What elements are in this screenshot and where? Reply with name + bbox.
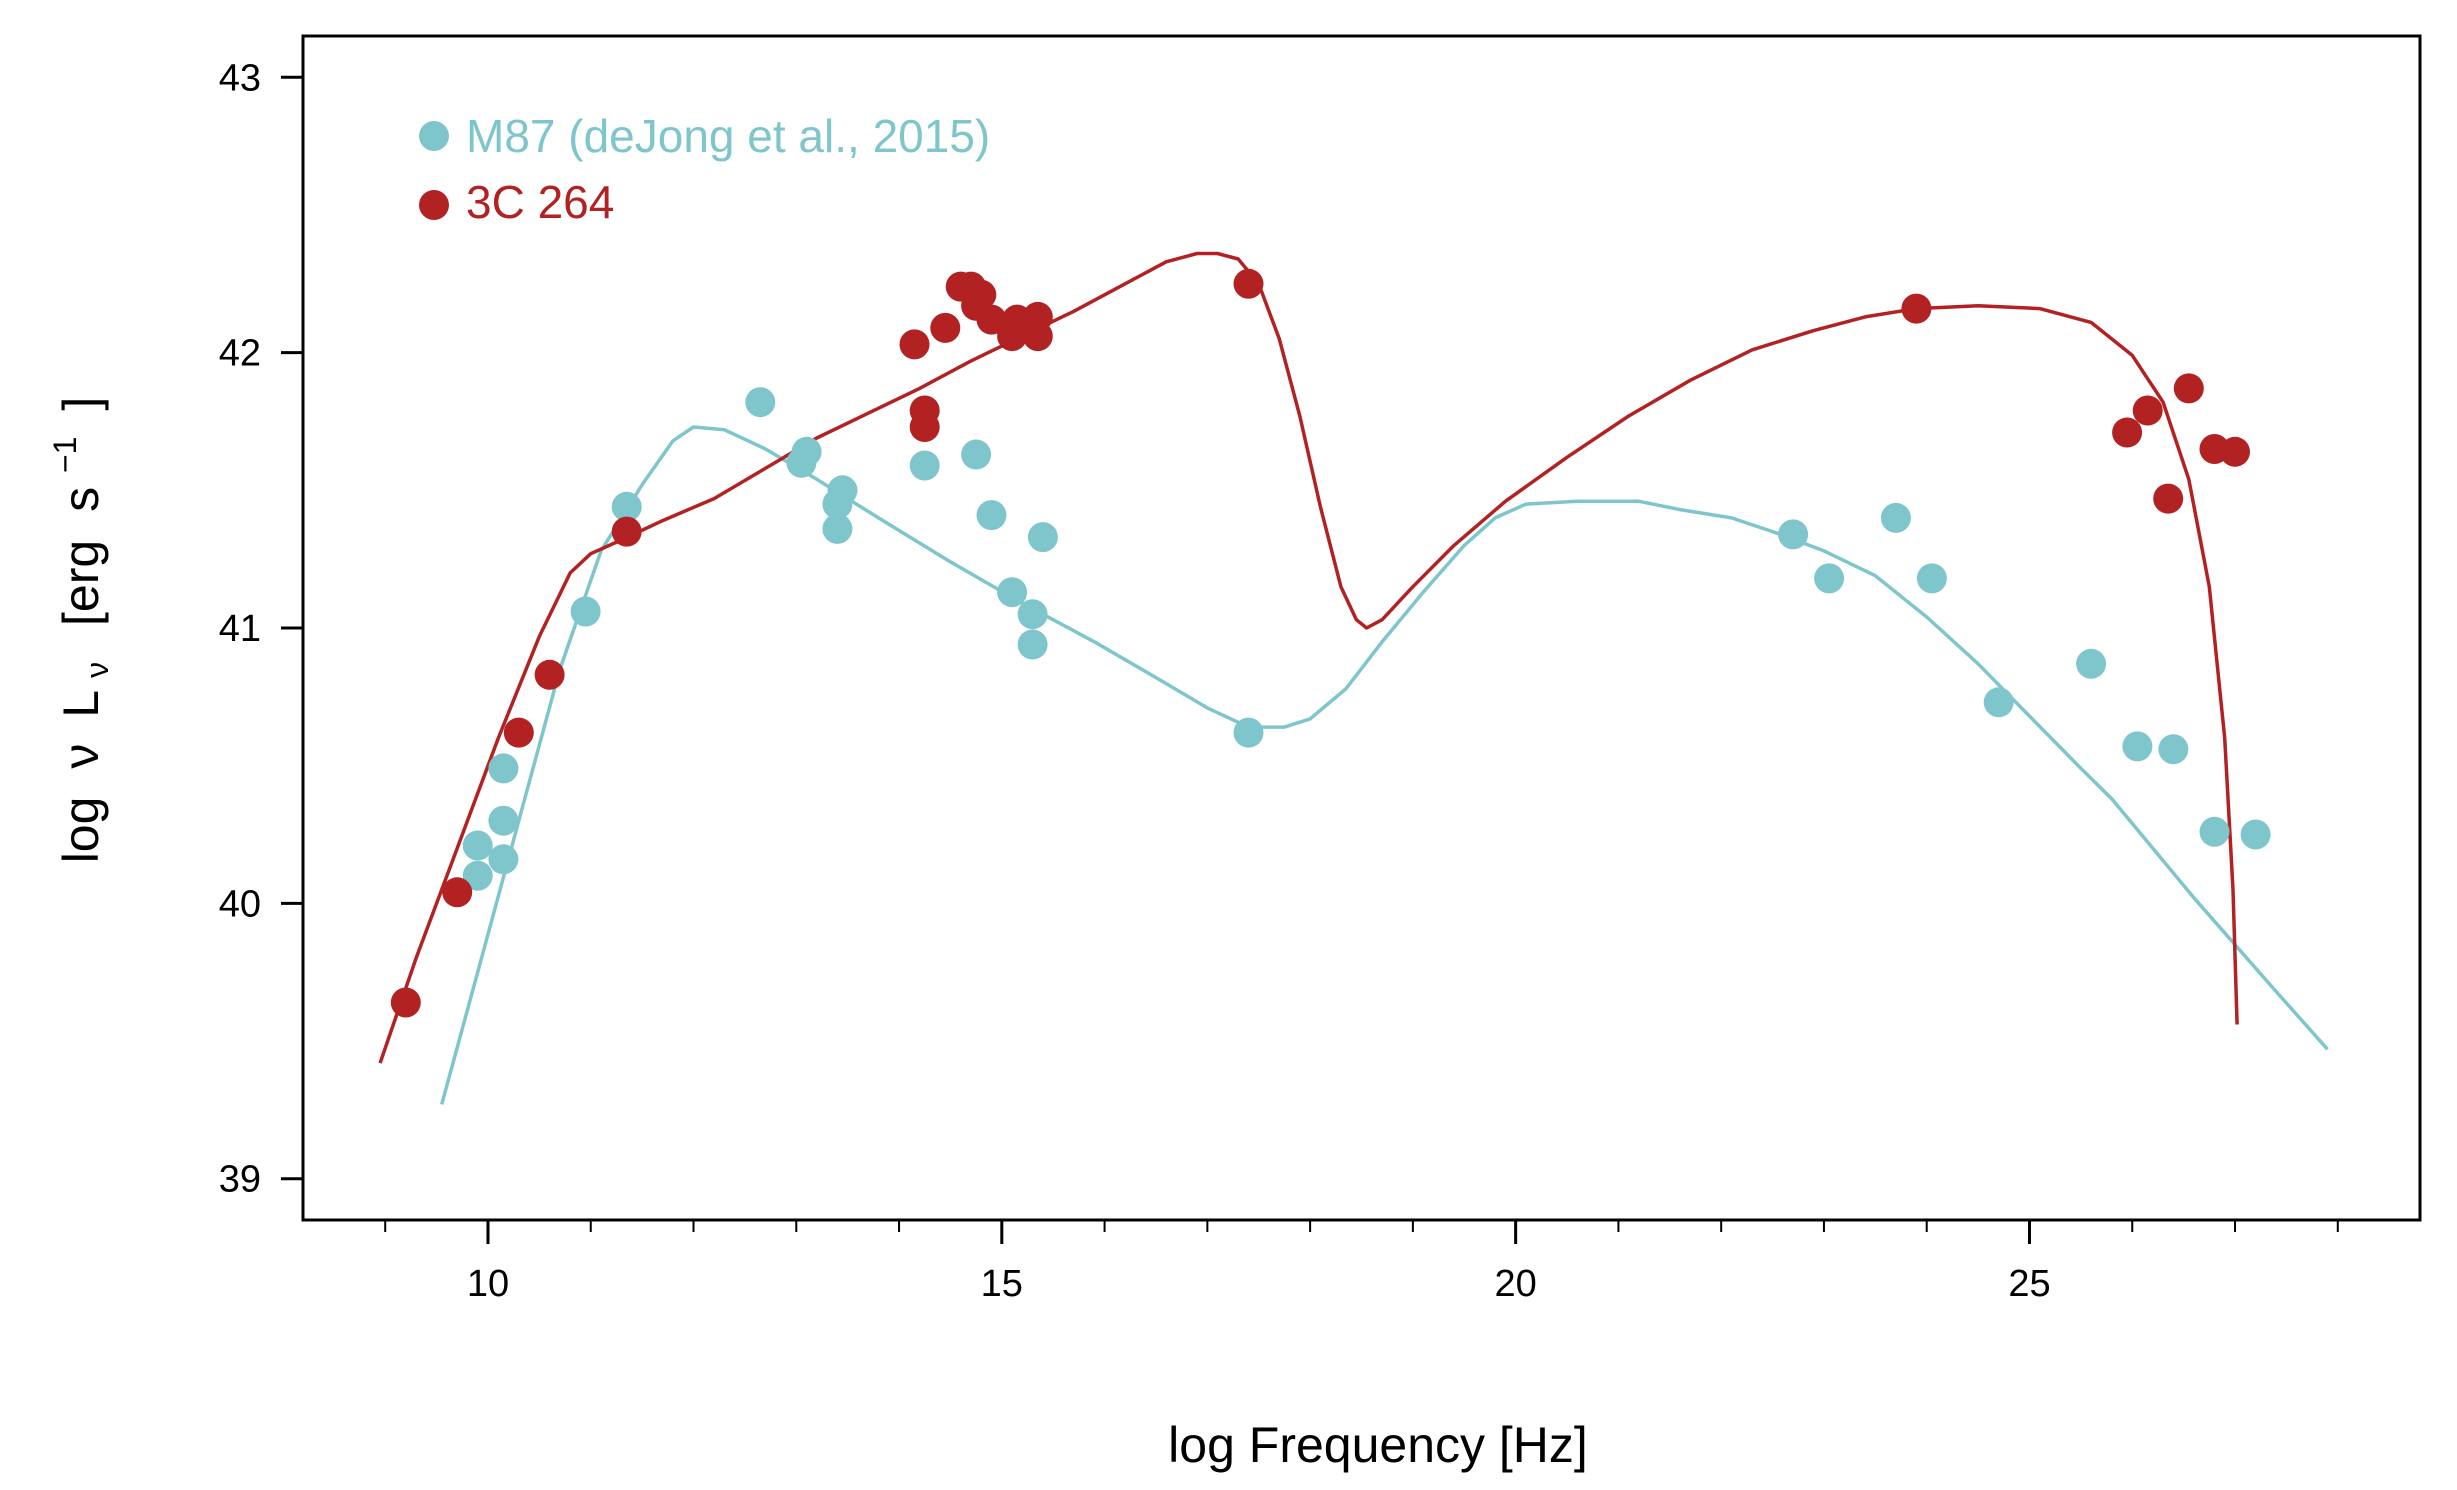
legend-marker-3c264: [419, 190, 449, 220]
data-point-3c264: [909, 412, 940, 442]
x-axis: 10 15 20 25: [384, 1220, 2339, 1305]
x-tick-label: 20: [1495, 1263, 1537, 1305]
data-points: [390, 268, 2271, 1018]
y-tick-label: 43: [219, 57, 261, 99]
y-tick-label: 42: [219, 333, 261, 375]
data-point-3c264: [1233, 268, 1264, 299]
legend-label-3c264: 3C 264: [466, 176, 614, 228]
data-point-m87: [822, 513, 853, 544]
data-point-m87: [2199, 816, 2230, 847]
data-point-m87: [570, 596, 601, 627]
data-point-3c264: [2132, 395, 2163, 426]
data-point-3c264: [2153, 483, 2184, 514]
data-point-m87: [1027, 522, 1058, 553]
data-point-m87: [1916, 563, 1947, 594]
data-point-3c264: [976, 304, 1007, 335]
data-point-3c264: [1022, 301, 1053, 332]
x-tick-label: 15: [981, 1263, 1023, 1305]
data-point-m87: [1778, 519, 1809, 550]
data-point-m87: [1017, 629, 1048, 660]
model-curve-m87: [440, 425, 2329, 1105]
data-point-m87: [976, 500, 1007, 531]
y-axis-title-unit-open: [erg: [53, 540, 109, 626]
data-point-3c264: [2220, 436, 2250, 467]
data-point-m87: [488, 753, 519, 784]
data-point-m87: [2122, 731, 2153, 762]
data-point-m87: [791, 436, 822, 467]
legend-label-m87: M87 (deJong et al., 2015): [466, 110, 990, 162]
data-point-m87: [611, 491, 642, 522]
data-point-m87: [961, 439, 992, 470]
data-point-m87: [2076, 648, 2107, 679]
data-point-m87: [1233, 717, 1264, 748]
y-axis-title-s: s: [53, 487, 109, 512]
data-point-3c264: [534, 659, 565, 690]
data-point-m87: [462, 830, 493, 861]
y-axis: 39 40 41 42 43: [219, 57, 303, 1201]
data-point-3c264: [1901, 293, 1932, 324]
y-tick-label: 39: [219, 1159, 261, 1201]
data-point-m87: [909, 450, 940, 481]
y-tick-label: 40: [219, 883, 261, 925]
data-point-3c264: [899, 329, 930, 360]
data-point-3c264: [2173, 373, 2204, 404]
data-point-m87: [1814, 563, 1845, 594]
data-point-3c264: [611, 516, 642, 547]
y-axis-title-L: L: [53, 691, 109, 718]
data-point-3c264: [930, 312, 961, 343]
data-point-m87: [488, 805, 519, 836]
data-point-m87: [488, 844, 519, 875]
x-tick-label: 10: [467, 1263, 509, 1305]
data-point-m87: [2240, 819, 2271, 850]
y-axis-title-nu: ν: [53, 744, 109, 769]
data-point-3c264: [442, 877, 473, 908]
data-point-m87: [2158, 734, 2189, 765]
data-point-3c264: [503, 717, 534, 748]
y-axis-title-nu-sub: ν: [79, 662, 115, 678]
model-curves: [378, 251, 2329, 1105]
data-point-m87: [827, 475, 858, 506]
y-axis-title-exponent: −1: [47, 437, 83, 473]
data-point-m87: [462, 860, 493, 891]
data-point-m87: [745, 387, 776, 418]
y-tick-label: 41: [219, 608, 261, 650]
x-tick-label: 25: [2008, 1263, 2050, 1305]
plot-frame: [301, 34, 2422, 1222]
x-axis-title: log Frequency [Hz]: [1168, 1417, 1588, 1473]
y-axis-title-prefix: log: [53, 797, 109, 864]
legend: M87 (deJong et al., 2015) 3C 264: [419, 110, 990, 228]
data-point-m87: [1017, 599, 1048, 630]
data-point-m87: [1880, 502, 1911, 533]
y-axis-title: log ν L ν [erg s −1 ]: [31, 397, 119, 864]
model-curve-3c264: [378, 251, 2239, 1064]
data-point-m87: [997, 577, 1028, 608]
data-point-m87: [1983, 687, 2014, 718]
data-point-3c264: [966, 279, 997, 310]
y-axis-title-unit-close: ]: [53, 397, 109, 411]
legend-marker-m87: [419, 121, 449, 151]
data-point-3c264: [2112, 417, 2143, 448]
data-point-3c264: [390, 987, 421, 1018]
